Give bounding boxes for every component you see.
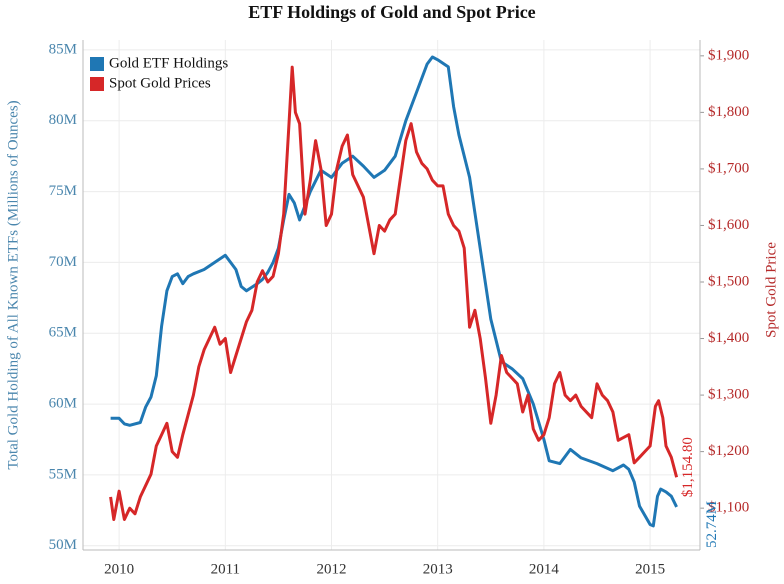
- y-tick-label: 50M: [49, 537, 77, 553]
- y2-tick-label: $1,800: [708, 104, 749, 120]
- x-tick-label: 2012: [316, 561, 346, 577]
- y-tick-label: 60M: [49, 396, 77, 412]
- y2-tick-label: $1,900: [708, 47, 749, 63]
- y-axis-title: Total Gold Holding of All Known ETFs (Mi…: [5, 100, 21, 469]
- x-tick-label: 2011: [211, 561, 240, 577]
- legend-swatch: [90, 57, 104, 71]
- end-label: $1,154.80: [680, 437, 696, 497]
- y2-tick-label: $1,600: [708, 217, 749, 233]
- end-label: 52.74M: [704, 501, 720, 548]
- y2-tick-label: $1,200: [708, 443, 749, 459]
- y2-tick-label: $1,100: [708, 500, 749, 516]
- y2-tick-label: $1,300: [708, 387, 749, 403]
- y-tick-label: 80M: [49, 112, 77, 128]
- legend-label: Gold ETF Holdings: [109, 55, 228, 71]
- y2-tick-label: $1,400: [708, 330, 749, 346]
- y-tick-label: 75M: [49, 183, 77, 199]
- y-tick-label: 55M: [49, 466, 77, 482]
- x-tick-label: 2014: [529, 561, 560, 577]
- chart-title: ETF Holdings of Gold and Spot Price: [248, 2, 535, 22]
- x-tick-label: 2015: [635, 561, 665, 577]
- y-tick-label: 85M: [49, 41, 77, 57]
- y2-tick-label: $1,500: [708, 273, 749, 289]
- series-line: [110, 55, 678, 528]
- legend-label: Spot Gold Prices: [109, 75, 211, 91]
- y2-tick-label: $1,700: [708, 160, 749, 176]
- legend-swatch: [90, 77, 104, 91]
- y-tick-label: 65M: [49, 325, 77, 341]
- x-tick-label: 2010: [104, 561, 134, 577]
- x-tick-label: 2013: [423, 561, 453, 577]
- series-line: [109, 65, 679, 521]
- y-tick-label: 70M: [49, 254, 77, 270]
- y2-axis-title: Spot Gold Price: [763, 242, 779, 338]
